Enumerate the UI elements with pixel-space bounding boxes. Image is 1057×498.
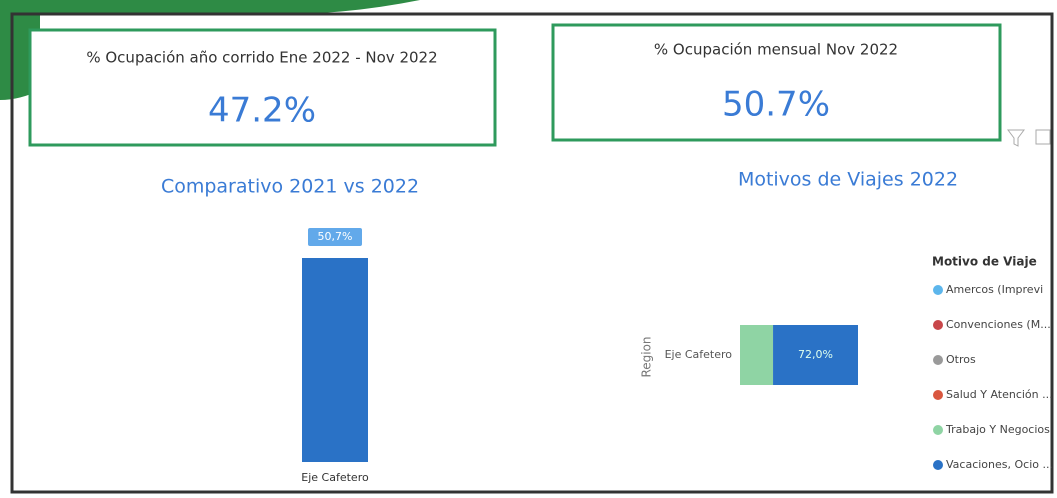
legend-marker: [933, 285, 943, 295]
card-title: % Ocupación mensual Nov 2022: [654, 41, 898, 59]
bar: [302, 258, 368, 462]
legend-label: Convenciones (M...: [946, 318, 1051, 331]
card-value: 50.7%: [722, 85, 830, 125]
legend-title: Motivo de Viaje: [932, 255, 1037, 269]
legend-marker: [933, 460, 943, 470]
legend-label: Amercos (Imprevi: [946, 283, 1043, 296]
chart-title: Comparativo 2021 vs 2022: [161, 176, 419, 198]
y-axis-label: Region: [640, 336, 654, 377]
card-title: % Ocupación año corrido Ene 2022 - Nov 2…: [86, 49, 437, 67]
legend-label: Otros: [946, 353, 976, 366]
legend-marker: [933, 320, 943, 330]
bar-segment: [740, 325, 773, 385]
legend-label: Salud Y Atención ...: [946, 388, 1053, 401]
legend-marker: [933, 355, 943, 365]
dashboard: % Ocupación año corrido Ene 2022 - Nov 2…: [0, 0, 1057, 498]
legend-marker: [933, 390, 943, 400]
chart-title: Motivos de Viajes 2022: [738, 169, 958, 191]
card-value: 47.2%: [208, 91, 316, 131]
data-label: 50,7%: [318, 230, 353, 243]
page: % Ocupación año corrido Ene 2022 - Nov 2…: [0, 0, 1057, 498]
legend-label: Vacaciones, Ocio ...: [946, 458, 1053, 471]
y-tick-label: Eje Cafetero: [665, 348, 733, 361]
legend-marker: [933, 425, 943, 435]
x-tick-label: Eje Cafetero: [301, 471, 369, 484]
data-label: 72,0%: [798, 348, 833, 361]
legend-label: Trabajo Y Negocios: [945, 423, 1050, 436]
